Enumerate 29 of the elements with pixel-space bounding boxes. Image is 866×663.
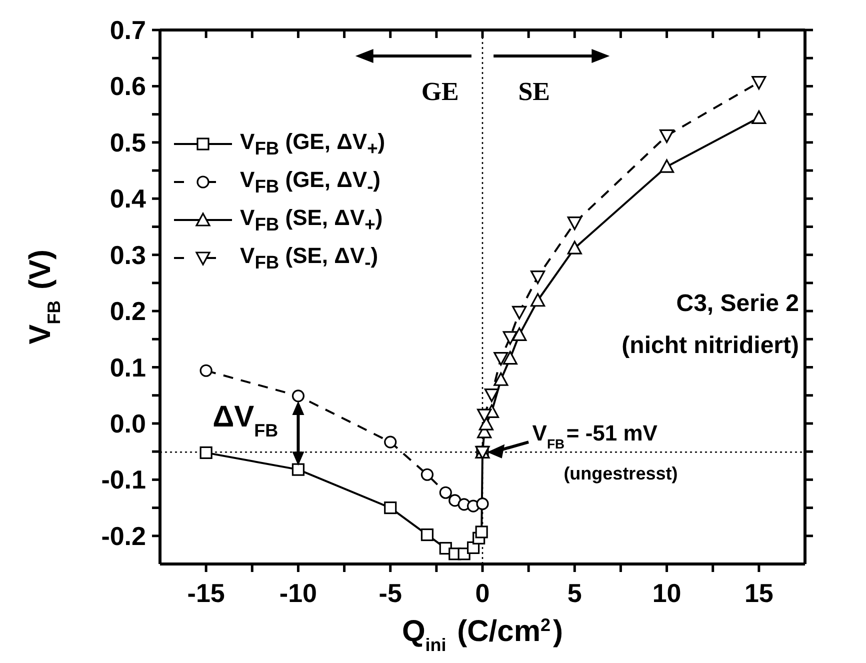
x-tick-label: 0 bbox=[475, 578, 490, 608]
x-tick-label: -15 bbox=[187, 578, 225, 608]
y-tick-label: -0.2 bbox=[101, 520, 146, 551]
legend-label: V$_{FB}$ (SE, ΔV$_{-}$) bbox=[240, 242, 378, 274]
y-tick-label: 0.1 bbox=[110, 352, 146, 382]
x-tick-label: 10 bbox=[652, 578, 682, 608]
x-tick-label: 15 bbox=[744, 578, 774, 608]
x-tick-label: -5 bbox=[378, 578, 402, 608]
y-tick-label: -0.1 bbox=[101, 464, 146, 495]
y-tick-label: 0.4 bbox=[110, 184, 147, 214]
x-tick-label: 5 bbox=[567, 578, 582, 608]
y-tick-label: 0.7 bbox=[110, 15, 146, 45]
annotation: V$_{FB}$= -51 mV bbox=[532, 420, 658, 451]
annotation: (ungestresst) bbox=[564, 464, 678, 484]
y-tick-label: 0.2 bbox=[110, 296, 146, 326]
annotation: C3, Serie 2 bbox=[676, 290, 799, 318]
x-tick-label: -10 bbox=[279, 578, 318, 608]
y-tick-label: 0.0 bbox=[110, 408, 146, 438]
y-tick-label: 0.6 bbox=[110, 71, 146, 102]
annotation: (nicht nitridiert) bbox=[622, 332, 799, 360]
annotation: ΔV$_{FB}$ bbox=[212, 400, 278, 440]
y-tick-label: 0.3 bbox=[110, 240, 146, 270]
annotation: SE bbox=[518, 77, 550, 106]
legend-label: V$_{FB}$ (SE, ΔV$_{+}$) bbox=[240, 204, 383, 236]
annotation: GE bbox=[421, 77, 459, 106]
legend-label: V$_{FB}$ (GE, ΔV$_{+}$) bbox=[240, 128, 386, 160]
x-axis-title: Q$_{ini}$ (C/cm$^{2}$) bbox=[402, 615, 564, 655]
legend-label: V$_{FB}$ (GE, ΔV$_{-}$) bbox=[240, 166, 380, 198]
y-tick-label: 0.5 bbox=[110, 127, 146, 158]
